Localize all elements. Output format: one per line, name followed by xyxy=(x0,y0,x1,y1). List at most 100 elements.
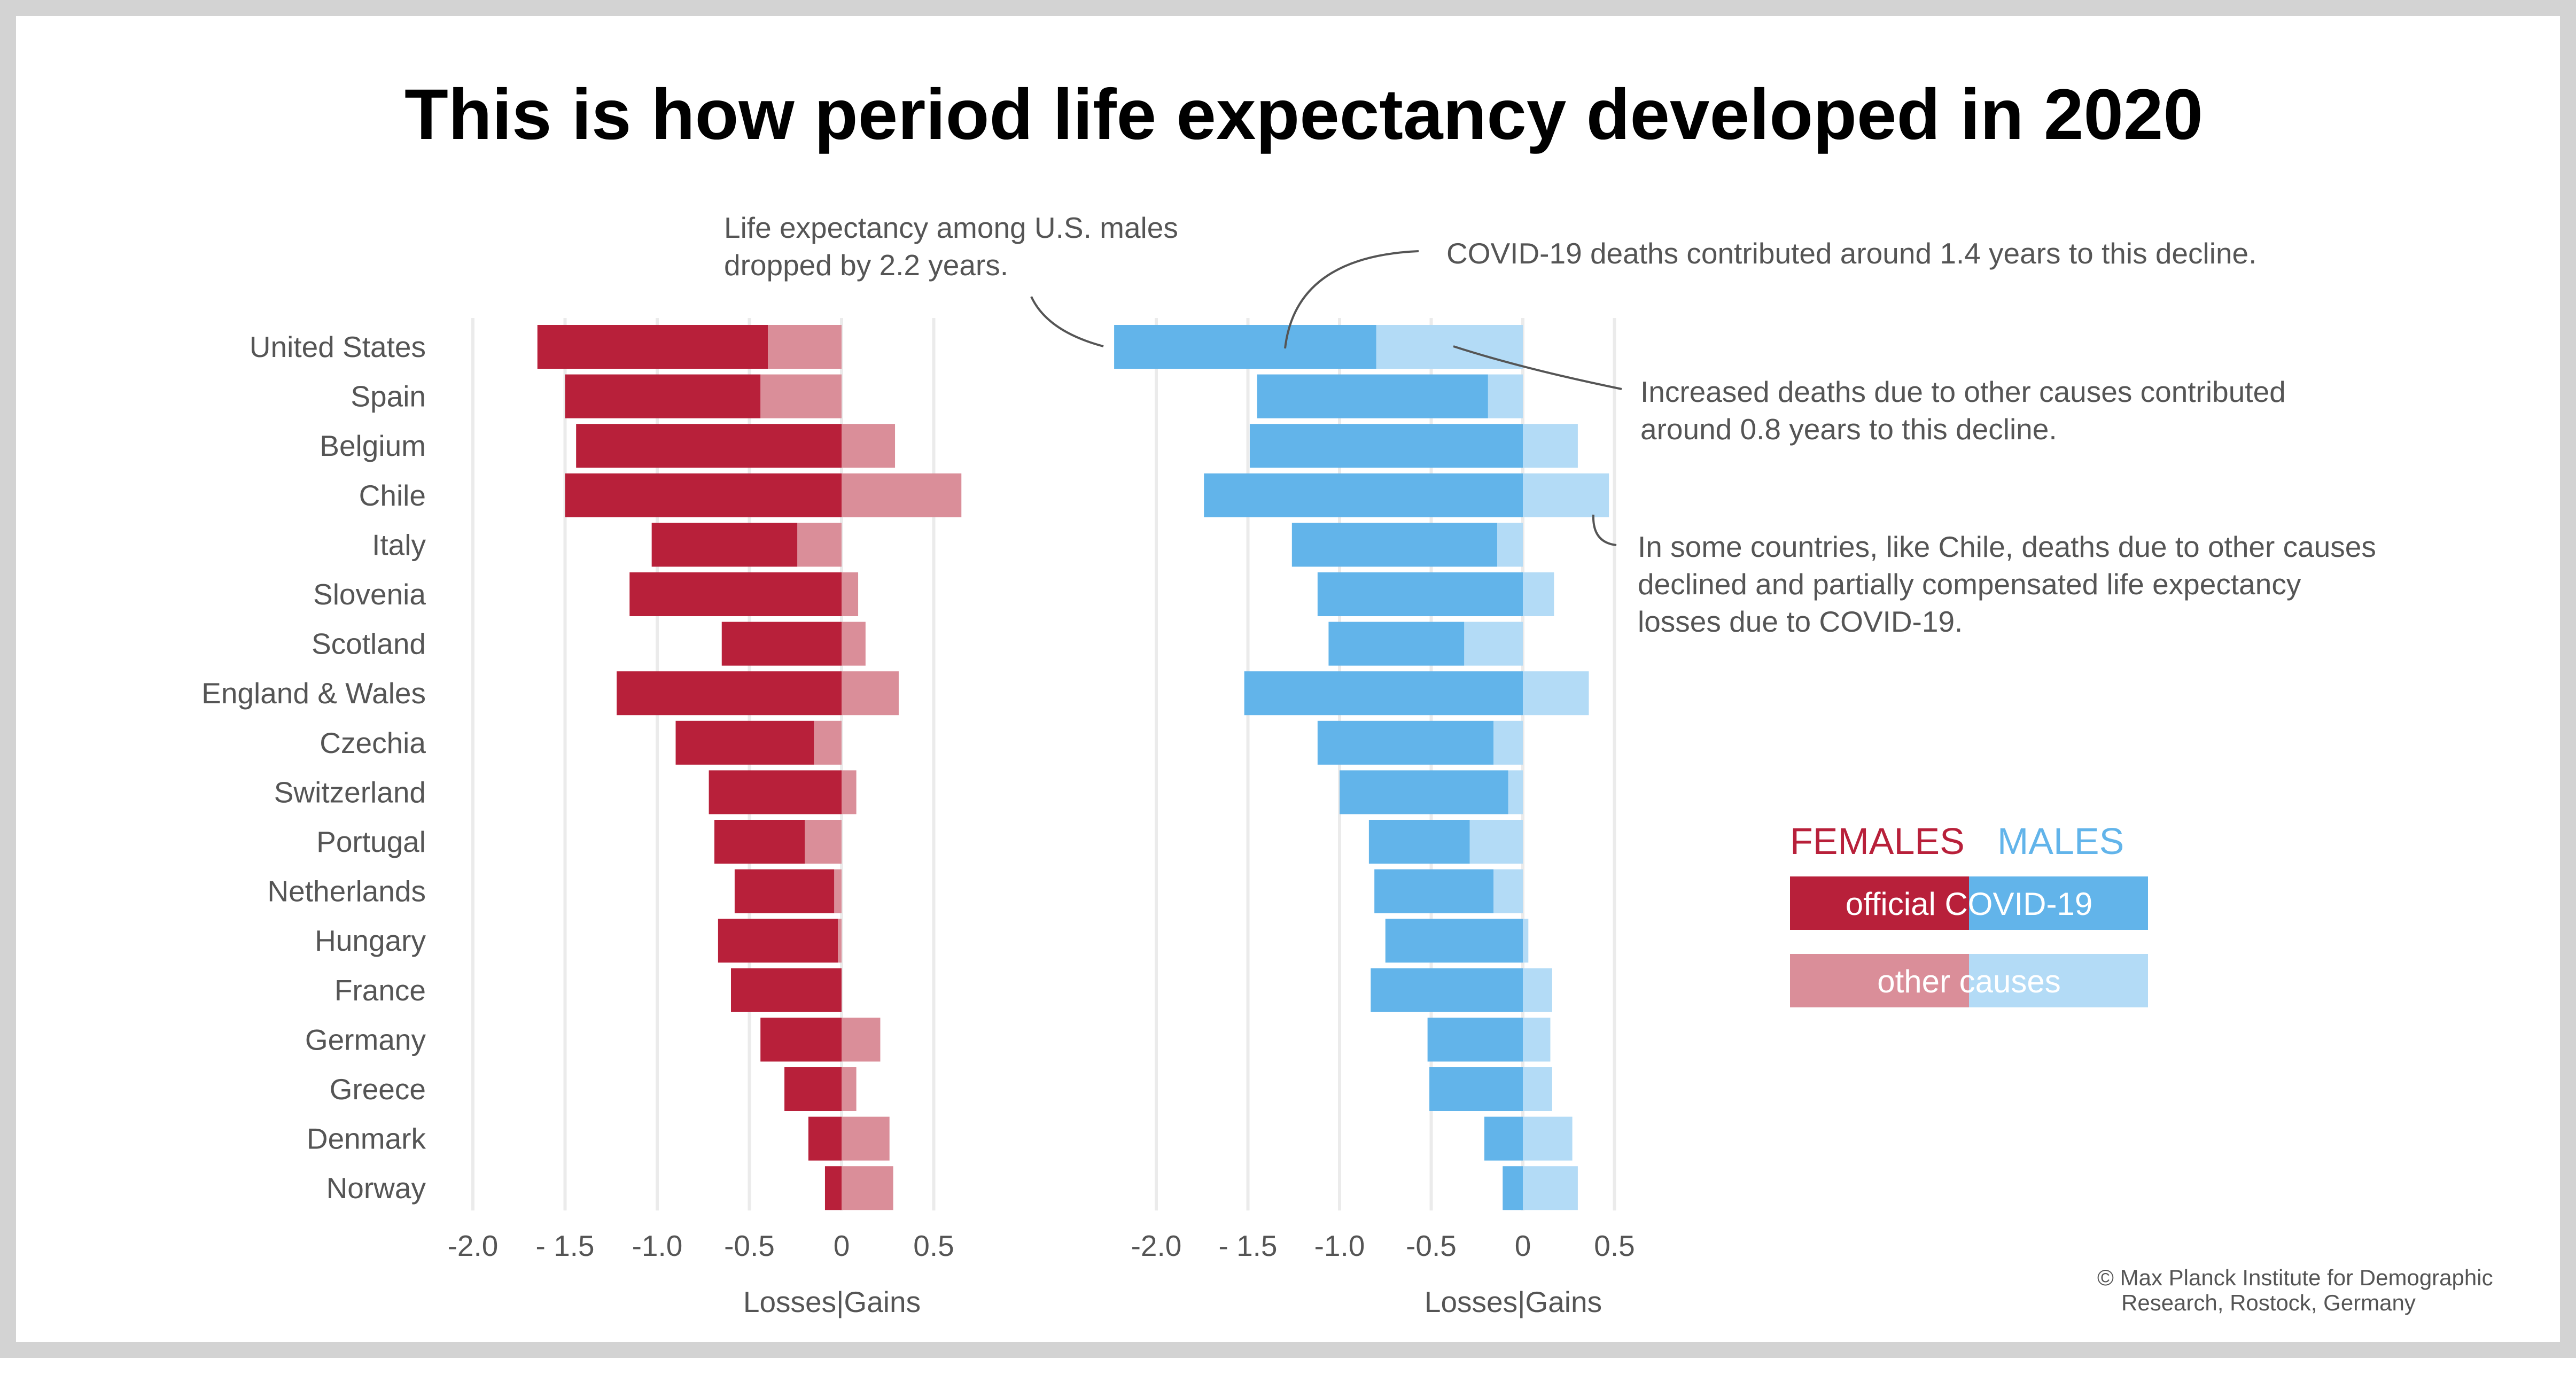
bar-males-covid-5 xyxy=(1317,572,1523,616)
credit-line2: Research, Rostock, Germany xyxy=(2121,1290,2416,1315)
bar-females-other-7 xyxy=(842,671,899,716)
annotation-covid-contribution: COVID-19 deaths contributed around 1.4 y… xyxy=(1446,237,2256,270)
bar-males-covid-13 xyxy=(1371,968,1523,1012)
bar-females-covid-15 xyxy=(784,1067,842,1111)
legend-swatch-male-other xyxy=(1969,954,2148,1007)
bar-females-covid-16 xyxy=(808,1116,842,1161)
bar-females-covid-17 xyxy=(824,1166,842,1210)
category-label-15: Greece xyxy=(330,1073,426,1106)
bar-females-covid-5 xyxy=(629,572,842,616)
bar-males-other-2 xyxy=(1523,424,1578,468)
legend-other-label: other causes xyxy=(1877,964,2061,999)
bar-males-other-9 xyxy=(1508,770,1523,814)
annotation-other-causes-line2: around 0.8 years to this decline. xyxy=(1640,413,2057,446)
category-label-10: Portugal xyxy=(316,825,426,858)
category-label-5: Slovenia xyxy=(313,578,426,611)
bar-males-covid-14 xyxy=(1427,1018,1523,1062)
tick-labels: -2.0 - 1.5 -1.0 -0.5 0 0.5 -2.0 - 1.5 -1.0 -0.5 0 0… xyxy=(448,1229,1635,1262)
bar-males-other-4 xyxy=(1497,523,1523,567)
bar-females-covid-3 xyxy=(565,473,842,517)
bar-females-other-10 xyxy=(805,820,842,864)
tick-label-males-3: -0.5 xyxy=(1406,1229,1457,1262)
bar-females-covid-7 xyxy=(617,671,842,716)
bar-males-other-5 xyxy=(1523,572,1554,616)
bar-males-other-10 xyxy=(1469,820,1523,864)
chart-title: This is how period life expectancy devel… xyxy=(404,75,2203,154)
tick-label-females-3: -0.5 xyxy=(724,1229,775,1262)
category-label-4: Italy xyxy=(372,528,426,561)
x-axis-label-females: Losses|Gains xyxy=(743,1285,921,1318)
bar-females-covid-12 xyxy=(718,919,838,963)
category-label-3: Chile xyxy=(359,479,426,512)
bar-females-covid-9 xyxy=(709,770,842,814)
bar-males-other-8 xyxy=(1493,720,1523,765)
bar-males-other-15 xyxy=(1523,1067,1552,1111)
bar-males-other-6 xyxy=(1464,622,1523,666)
legend-official-label: official COVID-19 xyxy=(1846,886,2092,922)
bar-females-covid-13 xyxy=(731,968,842,1012)
bar-males-covid-12 xyxy=(1385,919,1523,963)
bar-females-other-12 xyxy=(838,919,842,963)
annotation-us-males-line1: Life expectancy among U.S. males xyxy=(724,211,1178,244)
category-label-14: Germany xyxy=(305,1023,426,1056)
category-label-9: Switzerland xyxy=(274,775,426,809)
bar-males-covid-15 xyxy=(1429,1067,1523,1111)
category-label-7: England & Wales xyxy=(201,677,426,710)
tick-label-males-1: - 1.5 xyxy=(1218,1229,1277,1262)
bar-males-covid-10 xyxy=(1368,820,1470,864)
category-label-12: Hungary xyxy=(315,924,426,957)
category-label-16: Denmark xyxy=(307,1122,426,1155)
tick-label-females-5: 0.5 xyxy=(913,1229,954,1262)
category-label-2: Belgium xyxy=(320,429,426,462)
legend-males: MALES xyxy=(1997,820,2124,862)
bar-males-other-17 xyxy=(1523,1166,1578,1210)
category-label-0: United States xyxy=(250,330,426,363)
bar-males-other-1 xyxy=(1488,374,1523,418)
bar-males-covid-6 xyxy=(1328,622,1465,666)
category-label-1: Spain xyxy=(351,380,426,413)
legend-swatch-female-covid xyxy=(1790,876,1969,930)
annotation-chile-line3: losses due to COVID-19. xyxy=(1638,605,1963,638)
annotation-connector-chile xyxy=(1592,514,1617,546)
bar-females-other-16 xyxy=(842,1116,890,1161)
legend-females: FEMALES xyxy=(1790,820,1965,862)
bar-males-other-3 xyxy=(1523,473,1609,517)
bar-males-covid-8 xyxy=(1317,720,1494,765)
annotation-chile-line1: In some countries, like Chile, deaths du… xyxy=(1638,530,2376,563)
category-labels: United States Spain Belgium Chile Italy Slove… xyxy=(201,330,426,1205)
tick-label-males-2: -1.0 xyxy=(1314,1229,1365,1262)
bar-males-covid-17 xyxy=(1503,1166,1523,1210)
bar-males-other-16 xyxy=(1523,1116,1573,1161)
bar-females-other-11 xyxy=(834,869,842,913)
annotation-connector-us-males xyxy=(1030,296,1104,347)
bar-females-covid-8 xyxy=(675,720,814,765)
bar-females-covid-11 xyxy=(734,869,835,913)
category-label-11: Netherlands xyxy=(267,875,426,908)
legend-swatch-female-other xyxy=(1790,954,1969,1007)
bar-males-covid-2 xyxy=(1249,424,1523,468)
annotation-connector-other xyxy=(1453,345,1622,390)
bar-females-other-4 xyxy=(797,523,842,567)
tick-label-females-0: -2.0 xyxy=(448,1229,499,1262)
tick-label-males-0: -2.0 xyxy=(1131,1229,1182,1262)
bar-males-other-13 xyxy=(1523,968,1552,1012)
category-label-17: Norway xyxy=(326,1171,426,1205)
bar-males-covid-0 xyxy=(1114,325,1376,369)
bar-males-other-11 xyxy=(1493,869,1523,913)
category-label-8: Czechia xyxy=(320,726,426,759)
credit-line1: © Max Planck Institute for Demographic xyxy=(2097,1265,2493,1290)
bar-females-other-9 xyxy=(842,770,857,814)
bar-females-other-2 xyxy=(842,424,896,468)
bar-males-covid-7 xyxy=(1244,671,1523,716)
tick-label-males-5: 0.5 xyxy=(1594,1229,1635,1262)
bar-females-other-8 xyxy=(814,720,842,765)
bar-females-other-3 xyxy=(842,473,962,517)
annotation-us-males-line2: dropped by 2.2 years. xyxy=(724,249,1008,282)
bar-females-other-17 xyxy=(842,1166,893,1210)
bar-males-covid-1 xyxy=(1257,374,1488,418)
x-axis-label-males: Losses|Gains xyxy=(1425,1285,1602,1318)
tick-label-females-1: - 1.5 xyxy=(535,1229,594,1262)
bar-males-other-7 xyxy=(1523,671,1589,716)
bar-females-covid-1 xyxy=(565,374,761,418)
bar-males-other-0 xyxy=(1376,325,1523,369)
